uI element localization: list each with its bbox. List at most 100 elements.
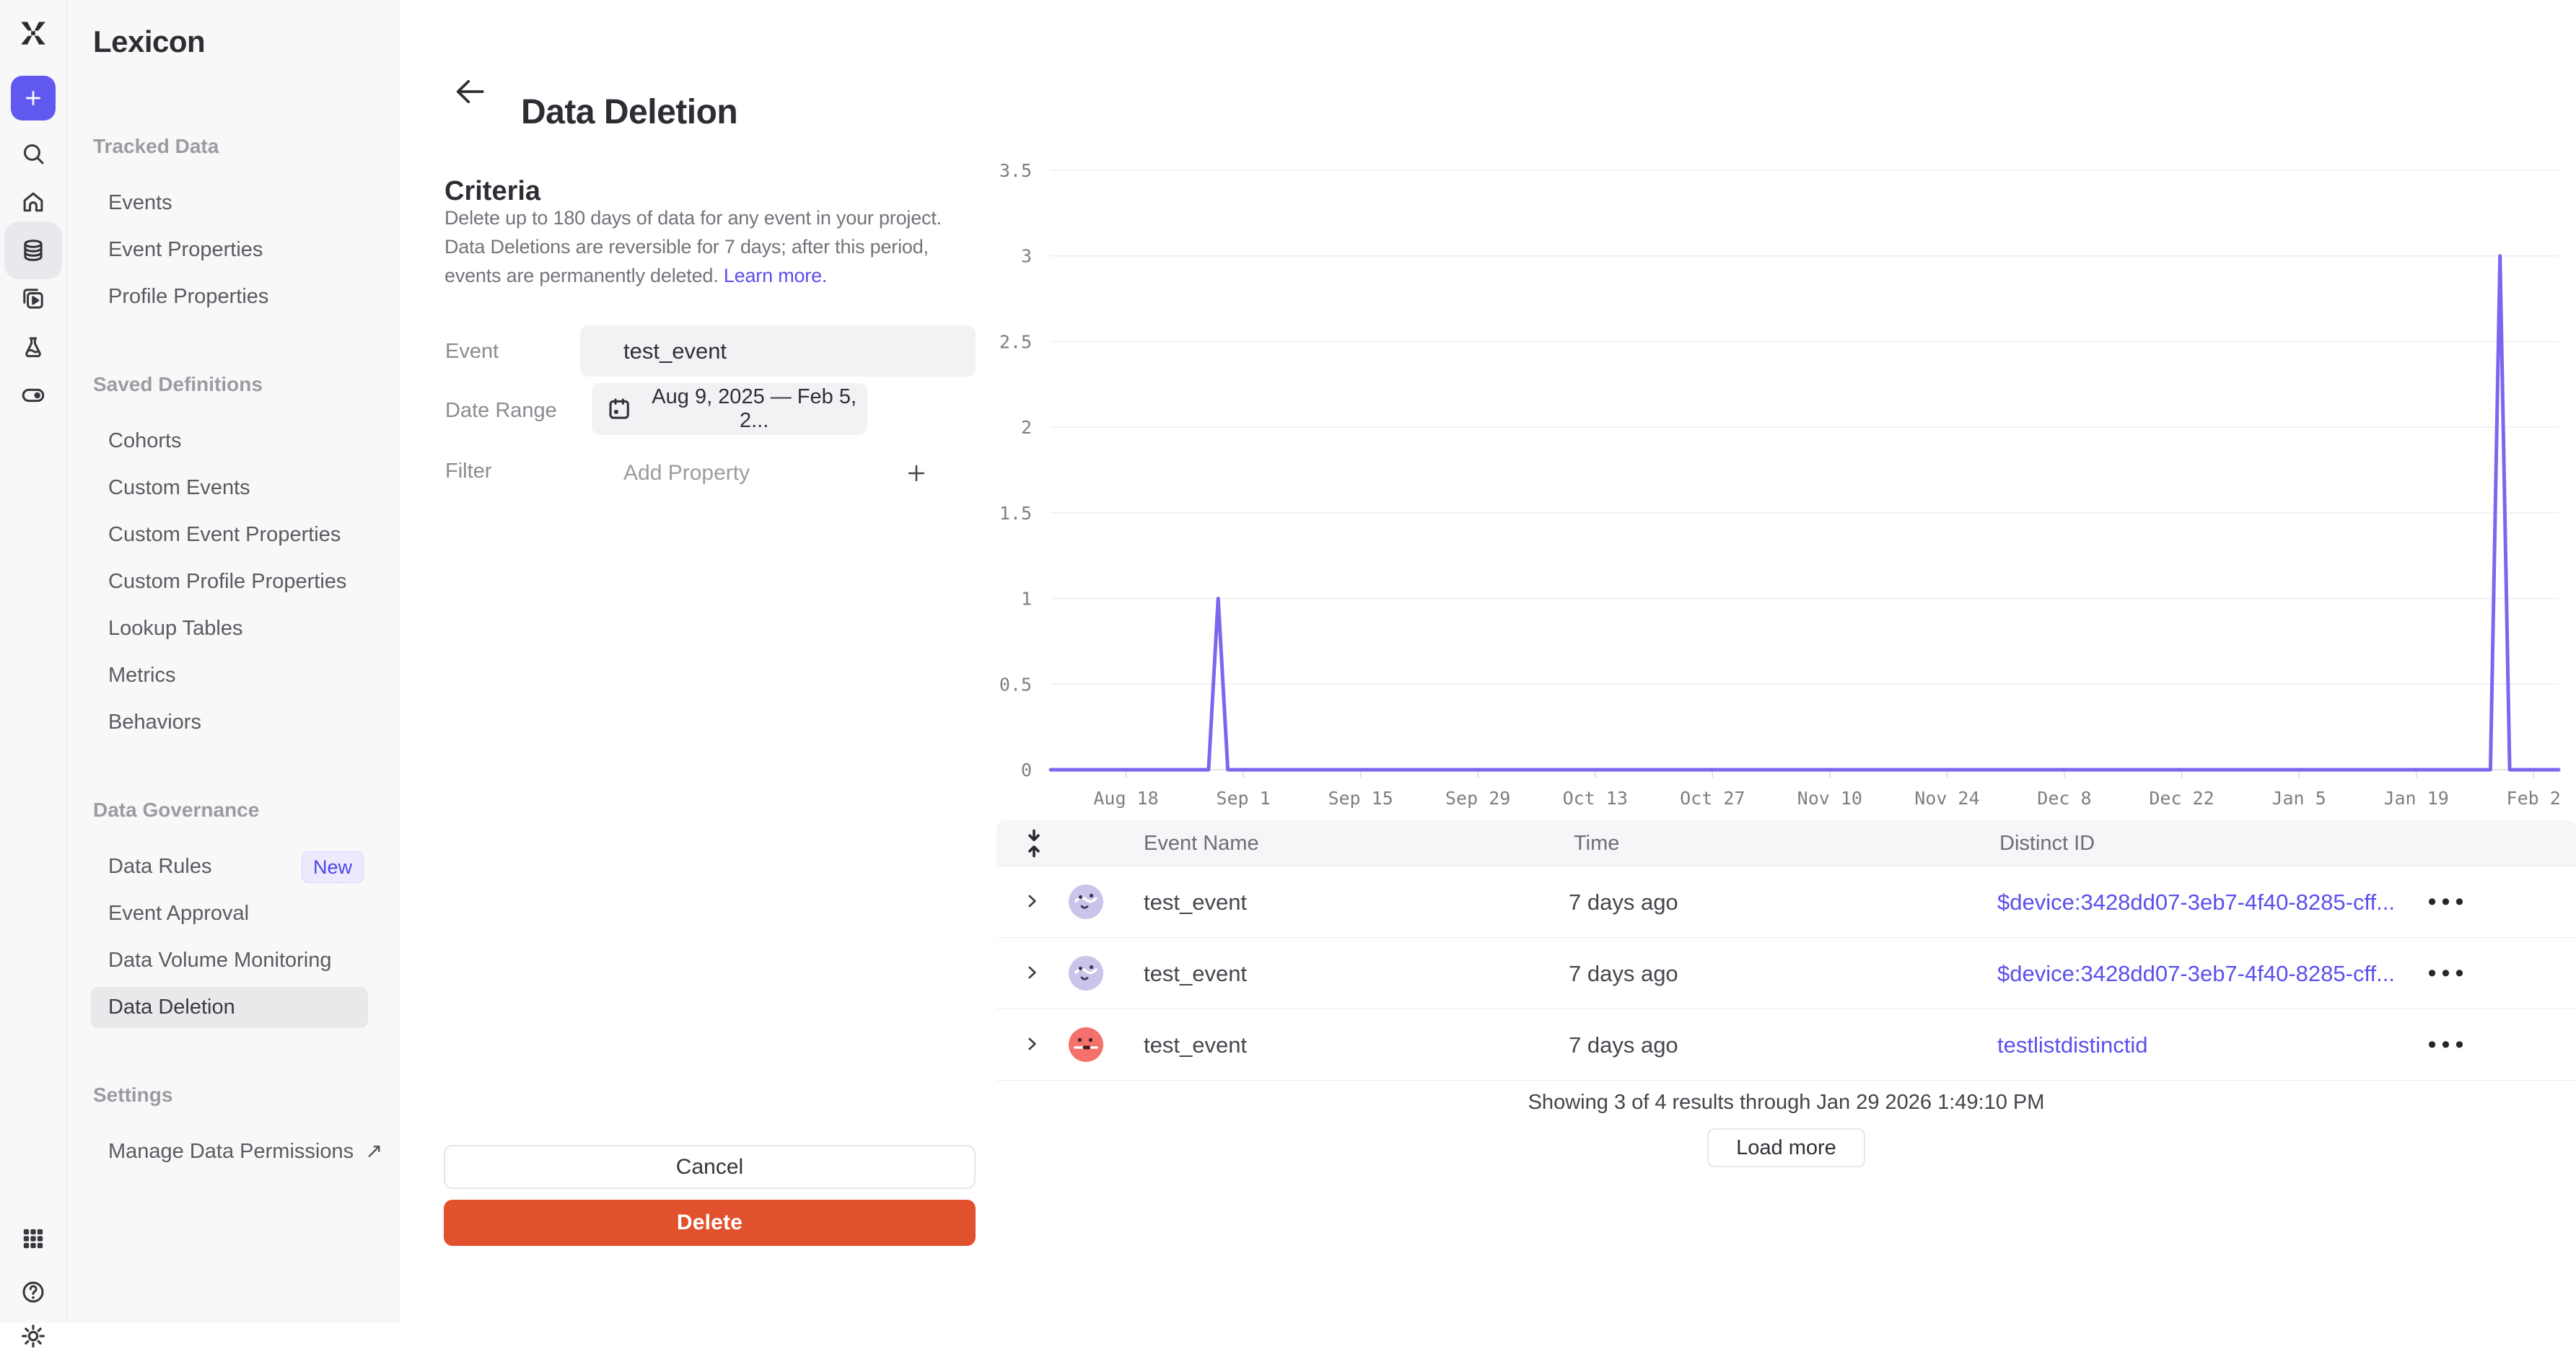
sidebar-sections: Tracked Data Events Event Properties Profil… <box>67 123 398 1175</box>
date-range-picker[interactable]: Aug 9, 2025 — Feb 5, 2... <box>592 383 867 435</box>
y-axis-label: 0 <box>1021 760 1032 781</box>
back-button[interactable] <box>449 72 491 111</box>
delete-button[interactable]: Delete <box>444 1200 976 1246</box>
x-axis-label: Sep 29 <box>1445 788 1510 808</box>
section-header-tracked-data: Tracked Data <box>93 135 219 157</box>
row-menu-button[interactable]: ••• <box>2405 938 2492 1009</box>
description-line: Data Deletions are reversible for 7 days… <box>444 236 929 258</box>
add-filter-plus-button[interactable] <box>903 460 929 486</box>
section-items: Data Rules New Event Approval Data Volume M… <box>67 843 398 1031</box>
sidebar-item-profile-properties[interactable]: Profile Properties <box>108 273 398 320</box>
sidebar-item-label: Cohorts <box>108 429 182 452</box>
chevron-right-icon <box>1028 895 1036 908</box>
distinct-id-link[interactable]: testlistdistinctid <box>1997 1032 2148 1058</box>
description-line: Delete up to 180 days of data for any ev… <box>444 207 942 229</box>
sidebar-item-lookup-tables[interactable]: Lookup Tables <box>108 605 398 652</box>
event-avatar-icon <box>1069 884 1103 919</box>
sidebar-item-label: Custom Profile Properties <box>108 570 347 593</box>
event-name-cell: test_event <box>1144 961 1248 986</box>
rail-boards-button[interactable] <box>12 278 54 320</box>
lexicon-sidebar: Lexicon Tracked Data Events Event Properti… <box>67 0 399 1323</box>
collapse-rows-button[interactable] <box>1017 826 1051 861</box>
cancel-button[interactable]: Cancel <box>444 1145 976 1189</box>
table-header-row: Event Name Time Distinct ID <box>996 820 2576 866</box>
sidebar-item-events[interactable]: Events <box>108 180 398 227</box>
chevron-right-icon <box>1028 966 1036 979</box>
rail-settings-button[interactable] <box>12 1315 54 1357</box>
distinct-id-link[interactable]: $device:3428dd07-3eb7-4f40-8285-cff... <box>1997 961 2395 986</box>
sidebar-item-event-approval[interactable]: Event Approval <box>108 890 398 937</box>
expand-row-button[interactable] <box>1021 890 1043 913</box>
sidebar-item-label: Data Volume Monitoring <box>108 949 332 972</box>
column-header-event-name[interactable]: Event Name <box>1144 832 1259 855</box>
home-icon <box>23 192 43 212</box>
rail-experiments-button[interactable] <box>12 326 54 368</box>
sidebar-item-data-volume-monitoring[interactable]: Data Volume Monitoring <box>108 937 398 984</box>
section-items: Cohorts Custom Events Custom Event Propert… <box>67 418 398 746</box>
rail-feature-flags-button[interactable] <box>12 374 54 416</box>
learn-more-link[interactable]: Learn more. <box>723 265 828 286</box>
mixpanel-logo-icon[interactable] <box>12 12 54 54</box>
y-axis-label: 3.5 <box>999 160 1032 181</box>
sidebar-item-manage-data-permissions[interactable]: Manage Data Permissions ↗ <box>108 1128 398 1175</box>
table-row: test_event 7 days ago testlistdistinctid ••… <box>996 1009 2576 1081</box>
results-summary-text: Showing 3 of 4 results through Jan 29 20… <box>1528 1091 2045 1114</box>
sidebar-item-event-properties[interactable]: Event Properties <box>108 227 398 273</box>
event-select[interactable]: test_event <box>580 325 976 377</box>
plus-icon <box>26 91 40 105</box>
sidebar-item-custom-profile-properties[interactable]: Custom Profile Properties <box>108 558 398 605</box>
section-header-saved-definitions: Saved Definitions <box>93 373 263 395</box>
sidebar-item-behaviors[interactable]: Behaviors <box>108 699 398 746</box>
x-axis-label: Dec 8 <box>2037 788 2091 808</box>
sidebar-item-label: Metrics <box>108 664 176 687</box>
x-axis-label: Oct 13 <box>1563 788 1628 808</box>
events-over-time-chart: 0 0.5 1 1.5 2 2.5 3 3.5 Aug 18 Sep 1 Sep 15 Sep 29 O… <box>999 160 2561 808</box>
sidebar-item-label: Data Rules <box>108 855 212 878</box>
rail-help-button[interactable] <box>12 1271 54 1313</box>
collapse-arrows-icon <box>1028 829 1040 858</box>
x-axis-label: Dec 22 <box>2149 788 2214 808</box>
sidebar-section-tracked-data: Tracked Data Events Event Properties Profil… <box>67 123 398 320</box>
sidebar-item-label: Data Deletion <box>108 996 235 1019</box>
sidebar-item-metrics[interactable]: Metrics <box>108 652 398 699</box>
sidebar-item-label: Profile Properties <box>108 285 269 308</box>
expand-row-button[interactable] <box>1021 1033 1043 1056</box>
sidebar-item-data-rules[interactable]: Data Rules New <box>108 843 398 890</box>
sidebar-section-saved-definitions: Saved Definitions Cohorts Custom Events Cus… <box>67 361 398 746</box>
search-icon <box>23 144 44 164</box>
new-badge: New <box>302 851 364 883</box>
event-avatar <box>1069 884 1103 919</box>
filter-field-label: Filter <box>445 460 492 483</box>
event-avatar <box>1069 1027 1103 1062</box>
sidebar-item-custom-event-properties[interactable]: Custom Event Properties <box>108 511 398 558</box>
x-axis-label: Feb 2 <box>2507 788 2561 808</box>
time-cell: 7 days ago <box>1569 890 1678 915</box>
row-menu-button[interactable]: ••• <box>2405 1009 2492 1081</box>
load-more-button[interactable]: Load more <box>1707 1128 1865 1167</box>
external-link-icon: ↗ <box>365 1140 383 1163</box>
section-items: Events Event Properties Profile Properties <box>67 180 398 320</box>
event-avatar-icon <box>1069 956 1103 991</box>
sidebar-item-custom-events[interactable]: Custom Events <box>108 465 398 511</box>
database-icon <box>24 240 43 261</box>
column-header-distinct-id[interactable]: Distinct ID <box>1999 832 2095 855</box>
table-row: test_event 7 days ago $device:3428dd07-3eb… <box>996 866 2576 938</box>
sidebar-item-data-deletion[interactable]: Data Deletion <box>91 984 398 1031</box>
column-header-time[interactable]: Time <box>1574 832 1620 855</box>
left-icon-rail <box>0 0 67 1348</box>
sidebar-item-cohorts[interactable]: Cohorts <box>108 418 398 465</box>
x-axis-label: Nov 10 <box>1797 788 1862 808</box>
distinct-id-link[interactable]: $device:3428dd07-3eb7-4f40-8285-cff... <box>1997 890 2395 915</box>
rail-lexicon-button[interactable] <box>4 221 62 279</box>
y-axis-label: 2 <box>1021 417 1032 438</box>
add-property-button[interactable]: Add Property <box>623 461 750 485</box>
sidebar-section-settings: Settings Manage Data Permissions ↗ <box>67 1071 398 1175</box>
rail-search-button[interactable] <box>12 133 54 175</box>
rail-apps-button[interactable] <box>12 1218 54 1260</box>
row-menu-button[interactable]: ••• <box>2405 866 2492 938</box>
expand-row-button[interactable] <box>1021 962 1043 985</box>
rail-home-button[interactable] <box>12 181 54 223</box>
grid-icon <box>23 1229 43 1249</box>
create-new-button[interactable] <box>11 76 56 120</box>
x-axis-label: Jan 19 <box>2383 788 2448 808</box>
